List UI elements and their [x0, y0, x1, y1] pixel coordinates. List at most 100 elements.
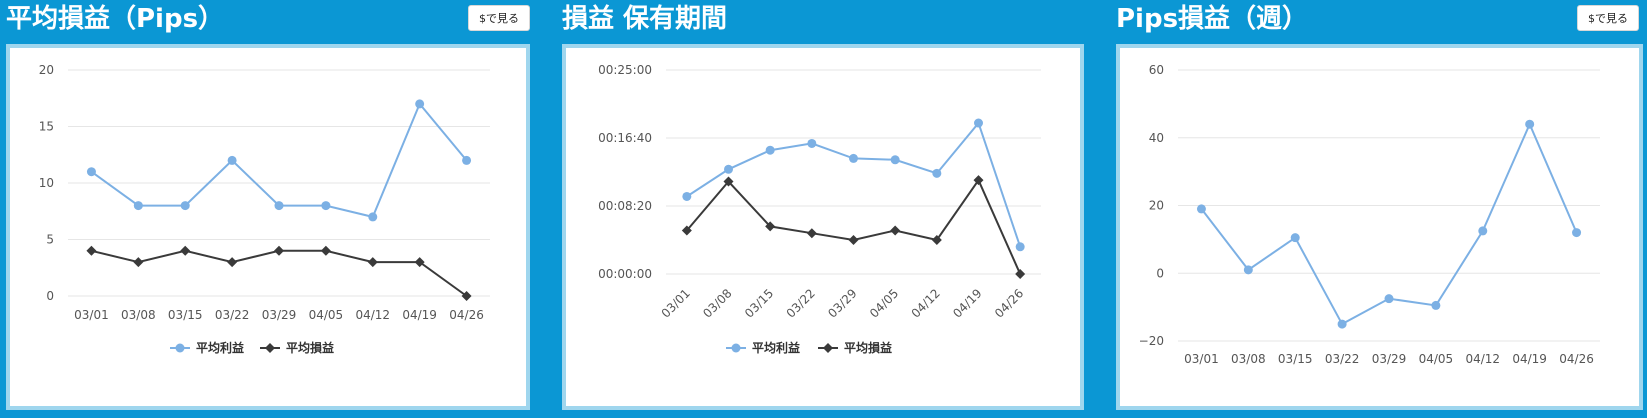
x-tick-label: 03/15: [742, 286, 776, 320]
data-point: [1525, 119, 1535, 129]
holding-period-chart-card: 00:00:00 00:08:20 00:16:40 00:25:00 03/01 03/…: [562, 44, 1084, 410]
data-point: [973, 175, 984, 186]
data-point: [133, 201, 143, 211]
gridlines: [68, 69, 490, 297]
data-point: [321, 201, 331, 211]
series-line: [90, 101, 468, 219]
data-point: [806, 228, 817, 239]
y-tick-label: 00:16:40: [598, 131, 652, 145]
series-line: [686, 121, 1022, 248]
data-point: [849, 153, 858, 163]
panel-title-weekly-pips: Pips損益（週）: [1116, 4, 1309, 34]
x-tick-label: 04/12: [909, 286, 943, 320]
legend-marker[interactable]: [823, 343, 833, 353]
x-tick-label: 03/15: [1278, 352, 1313, 366]
data-point: [1337, 319, 1347, 329]
series-line: [91, 249, 468, 297]
x-tick-label: 04/19: [1512, 352, 1547, 366]
x-tick-label: 04/26: [1559, 352, 1594, 366]
avg-pips-chart-card: 0 5 10 15 20 03/01 03/08 03/15 03/22 03/29 04/05 04…: [6, 44, 530, 410]
gridlines: [1178, 69, 1600, 342]
y-tick-label: 60: [1149, 63, 1164, 77]
data-point: [274, 245, 284, 256]
data-point: [86, 245, 97, 256]
x-tick-label: 03/01: [1184, 352, 1219, 366]
legend-label[interactable]: 平均損益: [286, 340, 334, 355]
legend-label[interactable]: 平均損益: [844, 340, 892, 355]
data-point: [765, 221, 776, 232]
weekly-pips-chart: −20 0 20 40 60 03/01 03/08 03/15 03/22 03/29 04/05…: [1139, 63, 1600, 366]
show-in-dollars-button[interactable]: $で見る: [468, 5, 530, 31]
data-point: [681, 225, 692, 236]
data-point: [227, 257, 238, 268]
series-line: [1200, 121, 1578, 326]
data-point: [807, 138, 817, 148]
y-tick-label: 10: [39, 176, 54, 190]
panel-title-avg-pips: 平均損益（Pips）: [6, 4, 225, 34]
data-point: [1290, 233, 1300, 243]
x-tick-label: 04/12: [355, 308, 390, 322]
data-point: [414, 257, 425, 268]
data-point: [461, 291, 472, 301]
data-point: [1384, 294, 1394, 304]
data-point: [723, 176, 734, 187]
data-point: [974, 118, 983, 128]
legend-marker[interactable]: [731, 343, 741, 353]
x-tick-label: 03/01: [659, 286, 693, 320]
x-tick-label: 03/08: [121, 308, 156, 322]
y-tick-label: 5: [46, 233, 54, 247]
data-point: [848, 235, 859, 245]
panel-title-holding-period: 損益 保有期間: [562, 4, 728, 34]
data-point: [86, 167, 96, 177]
x-tick-label: 03/22: [1325, 352, 1360, 366]
data-point: [1478, 226, 1488, 236]
y-tick-label: 40: [1149, 131, 1164, 145]
x-tick-label: 03/08: [1231, 352, 1266, 366]
y-tick-label: −20: [1139, 334, 1164, 348]
y-tick-label: 0: [1156, 266, 1164, 280]
y-tick-label: 00:00:00: [598, 267, 652, 281]
data-point: [1015, 269, 1026, 279]
x-tick-label: 04/05: [1419, 352, 1454, 366]
x-tick-label: 03/29: [1372, 352, 1407, 366]
data-point: [1015, 242, 1025, 252]
data-point: [724, 164, 733, 174]
x-tick-label: 03/29: [825, 286, 859, 320]
data-point: [890, 155, 900, 165]
y-tick-label: 20: [39, 63, 54, 77]
data-point: [931, 235, 942, 245]
data-point: [227, 155, 237, 165]
data-point: [180, 201, 190, 211]
x-tick-label: 03/08: [700, 286, 734, 320]
y-tick-label: 00:25:00: [598, 63, 652, 77]
avg-pips-chart: 0 5 10 15 20 03/01 03/08 03/15 03/22 03/29 04/05 04…: [39, 63, 490, 355]
x-tick-label: 03/01: [74, 308, 109, 322]
data-point: [1243, 265, 1253, 275]
data-point: [367, 257, 378, 268]
data-point: [274, 201, 284, 211]
data-point: [320, 245, 331, 256]
data-point: [368, 212, 378, 222]
data-point: [890, 225, 901, 236]
x-tick-label: 04/19: [402, 308, 437, 322]
data-point: [180, 245, 191, 256]
y-tick-label: 20: [1149, 199, 1164, 213]
legend-label[interactable]: 平均利益: [752, 340, 800, 355]
data-point: [765, 145, 775, 155]
x-tick-label: 03/22: [784, 286, 818, 320]
gridlines: [666, 69, 1041, 275]
data-point: [1431, 300, 1441, 310]
show-in-dollars-button-weekly[interactable]: $で見る: [1577, 5, 1639, 31]
legend-marker[interactable]: [175, 343, 185, 353]
x-tick-label: 04/26: [992, 286, 1026, 320]
x-tick-label: 04/26: [449, 308, 484, 322]
y-tick-label: 0: [46, 289, 54, 303]
legend-label[interactable]: 平均利益: [196, 340, 244, 355]
x-tick-label: 04/05: [309, 308, 344, 322]
data-point: [415, 99, 425, 109]
y-tick-label: 00:08:20: [598, 199, 652, 213]
x-tick-label: 04/19: [950, 286, 984, 320]
weekly-pips-chart-card: −20 0 20 40 60 03/01 03/08 03/15 03/22 03/29 04/05…: [1116, 44, 1643, 410]
legend-marker[interactable]: [265, 343, 275, 353]
series-line: [686, 178, 1022, 275]
